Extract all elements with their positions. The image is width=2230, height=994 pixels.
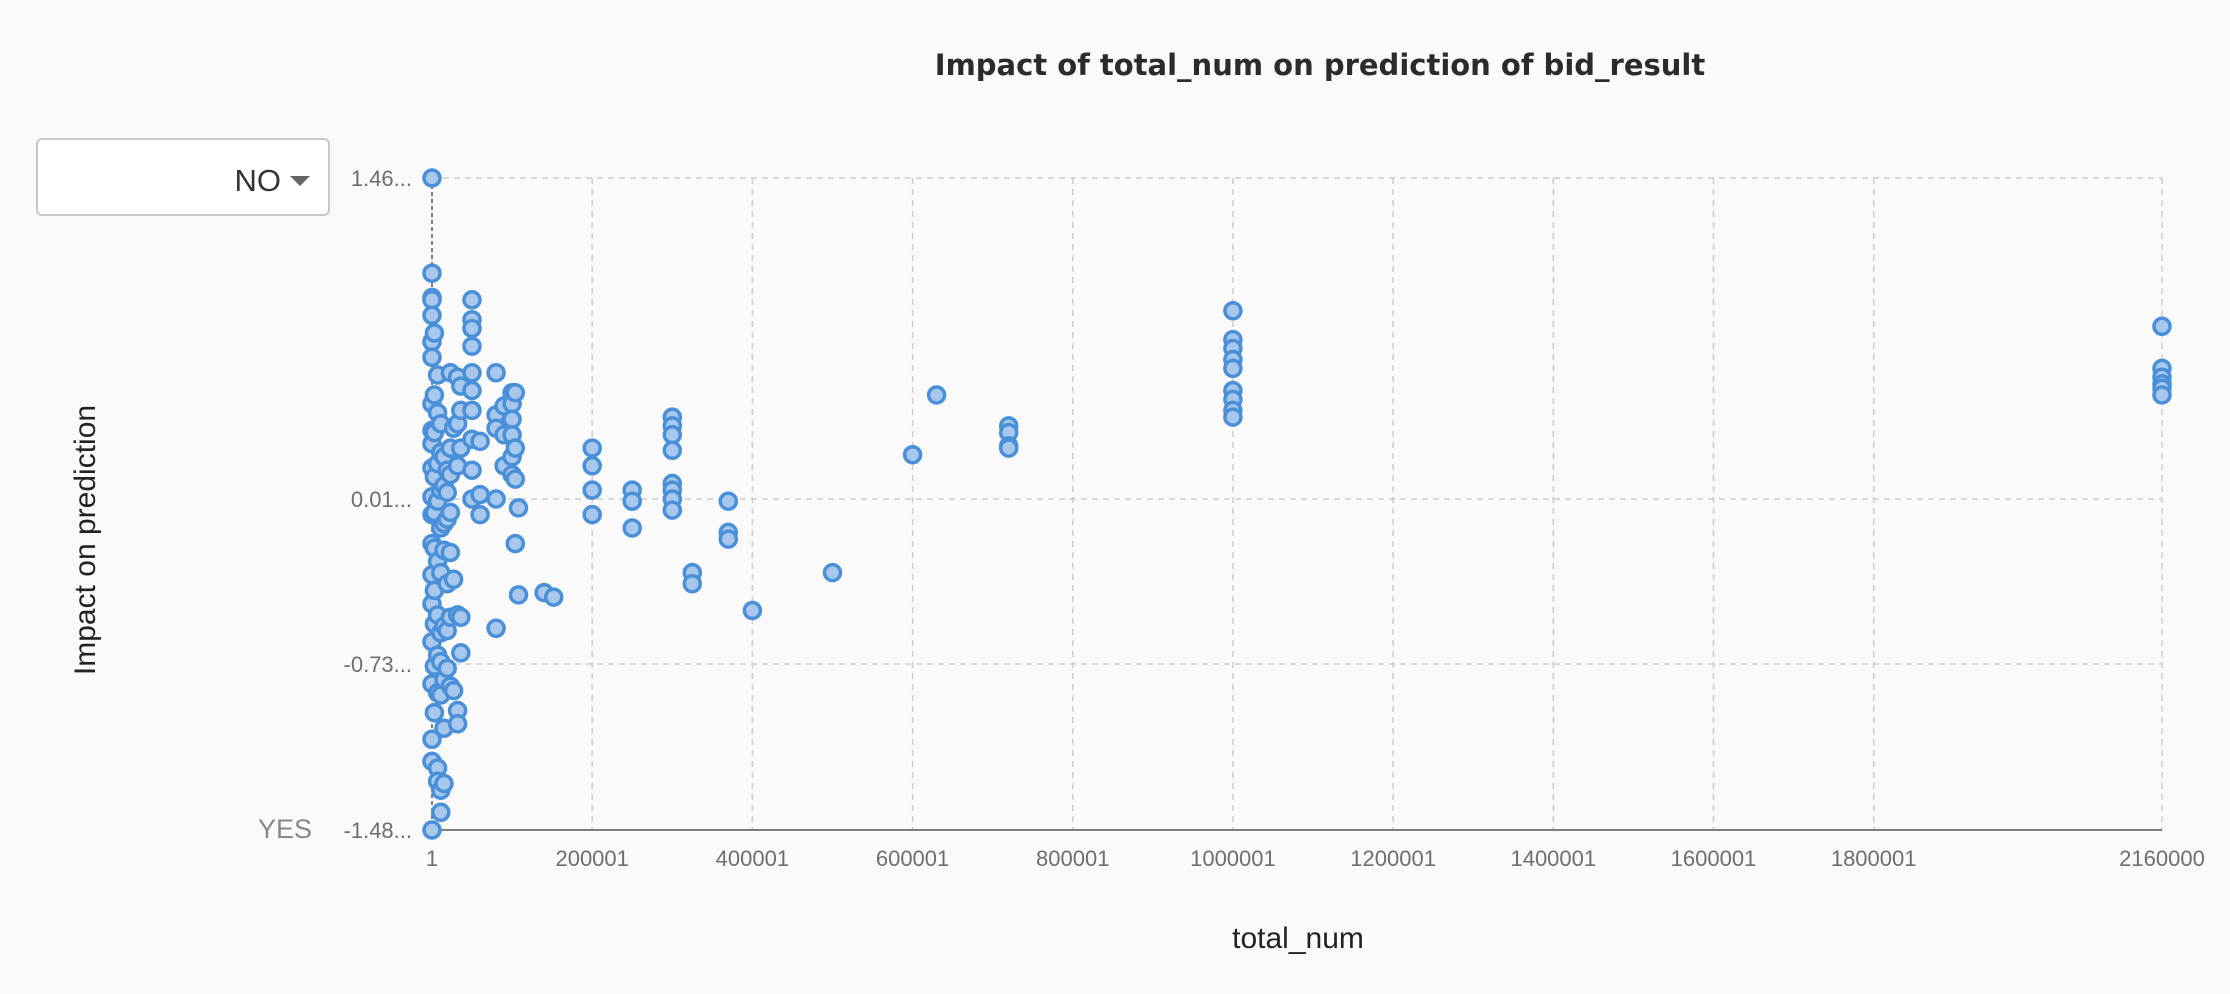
data-point[interactable] <box>718 529 739 549</box>
data-point[interactable] <box>462 380 482 401</box>
data-point[interactable] <box>508 498 529 518</box>
data-point[interactable] <box>434 773 454 794</box>
data-point[interactable] <box>582 438 602 458</box>
data-point[interactable] <box>462 336 482 356</box>
x-tick-label: 600001 <box>876 846 949 871</box>
data-point[interactable] <box>470 504 490 525</box>
data-point[interactable] <box>462 318 482 339</box>
tick-labels: 1 200001 400001 600001 800001 1000001 1200001 1… <box>344 166 2205 871</box>
data-point[interactable] <box>505 469 526 489</box>
data-point[interactable] <box>437 482 457 503</box>
x-tick-label: 200001 <box>555 846 628 871</box>
data-point[interactable] <box>505 382 526 403</box>
data-point[interactable] <box>582 480 602 500</box>
data-point[interactable] <box>502 409 522 430</box>
data-point[interactable] <box>440 502 461 523</box>
class-select-dropdown[interactable]: NO <box>36 138 330 216</box>
data-point[interactable] <box>822 562 843 583</box>
data-point[interactable] <box>662 425 683 445</box>
data-point[interactable] <box>662 500 683 520</box>
data-point[interactable] <box>582 456 602 476</box>
data-points[interactable] <box>422 168 2172 840</box>
y-tick-label: 1.46... <box>351 166 412 191</box>
class-select-value: NO <box>234 163 282 198</box>
data-point[interactable] <box>486 489 506 509</box>
data-point[interactable] <box>462 400 482 421</box>
data-point[interactable] <box>422 168 442 188</box>
x-tick-label: 1400001 <box>1510 846 1596 871</box>
data-point[interactable] <box>422 729 442 750</box>
data-point[interactable] <box>1223 301 1243 321</box>
data-point[interactable] <box>447 714 468 734</box>
x-tick-label: 1600001 <box>1671 846 1757 871</box>
data-point[interactable] <box>422 290 442 310</box>
x-tick-label: 1200001 <box>1350 846 1436 871</box>
data-point[interactable] <box>2152 316 2172 337</box>
data-point[interactable] <box>470 484 490 505</box>
data-point[interactable] <box>998 438 1019 458</box>
caret-down-icon[interactable] <box>290 176 310 186</box>
data-point[interactable] <box>470 431 490 452</box>
data-point[interactable] <box>742 600 763 621</box>
data-point[interactable] <box>662 440 683 461</box>
x-axis-title: total_num <box>1232 922 1364 955</box>
data-point[interactable] <box>422 347 442 368</box>
data-point[interactable] <box>543 587 564 607</box>
y-tick-label: -0.73... <box>344 652 412 677</box>
data-point[interactable] <box>582 504 602 525</box>
bottom-class-label: YES <box>258 814 313 844</box>
x-tick-label: 400001 <box>716 846 789 871</box>
data-point[interactable] <box>462 363 482 383</box>
data-point[interactable] <box>443 569 464 590</box>
data-point[interactable] <box>422 820 442 840</box>
data-point[interactable] <box>1223 407 1243 427</box>
data-point[interactable] <box>451 643 471 663</box>
data-point[interactable] <box>486 618 506 639</box>
data-point[interactable] <box>424 323 445 343</box>
y-tick-label: -1.48... <box>344 818 412 843</box>
data-point[interactable] <box>422 305 442 326</box>
grid-layer <box>432 177 2163 830</box>
data-point[interactable] <box>451 607 471 627</box>
data-point[interactable] <box>718 491 739 511</box>
x-tick-label: 1 <box>426 846 438 871</box>
data-point[interactable] <box>508 585 529 605</box>
x-tick-label: 2160000 <box>2119 846 2205 871</box>
axis-layer <box>431 178 2162 831</box>
data-point[interactable] <box>443 680 464 701</box>
data-point[interactable] <box>486 363 506 383</box>
data-point[interactable] <box>437 658 457 679</box>
data-point[interactable] <box>424 385 445 405</box>
data-point[interactable] <box>440 542 461 563</box>
x-tick-label: 1000001 <box>1190 846 1276 871</box>
data-point[interactable] <box>682 573 703 594</box>
data-point[interactable] <box>462 290 482 310</box>
data-point[interactable] <box>505 438 526 458</box>
data-point[interactable] <box>622 491 642 511</box>
data-point[interactable] <box>505 533 526 554</box>
data-point[interactable] <box>2152 385 2172 405</box>
data-point[interactable] <box>424 702 445 723</box>
x-tick-label: 800001 <box>1036 846 1109 871</box>
chart-title: Impact of total_num on prediction of bid… <box>934 48 1706 82</box>
data-point[interactable] <box>926 385 947 405</box>
data-point[interactable] <box>462 460 482 480</box>
x-tick-label: 1800001 <box>1831 846 1917 871</box>
data-point[interactable] <box>902 444 923 465</box>
data-point[interactable] <box>431 802 451 823</box>
y-tick-label: 0.01... <box>351 487 412 512</box>
data-point[interactable] <box>422 263 442 283</box>
data-point[interactable] <box>622 518 642 538</box>
data-point[interactable] <box>1223 358 1243 379</box>
